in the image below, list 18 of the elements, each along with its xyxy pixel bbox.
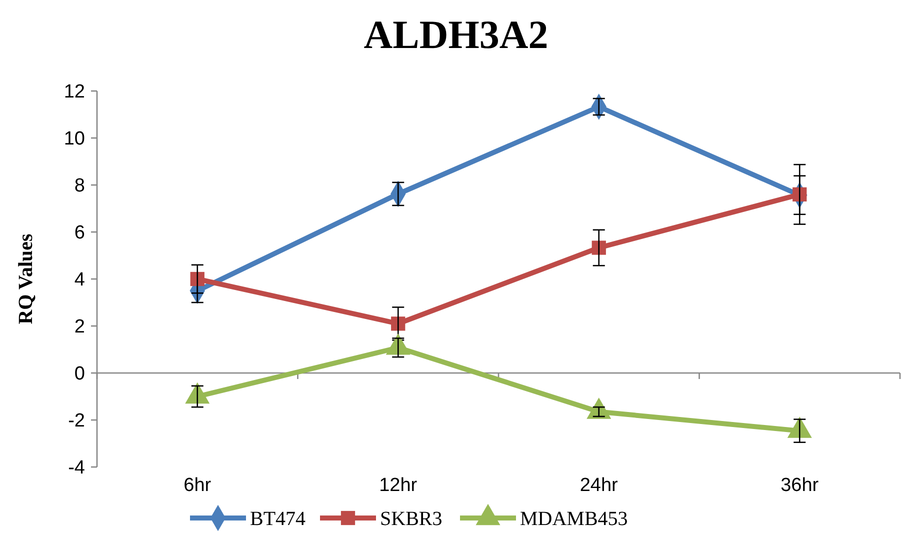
- x-tick-label: 6hr: [184, 475, 212, 496]
- y-tick-label: 0: [74, 364, 85, 385]
- legend-label: SKBR3: [380, 508, 442, 530]
- y-tick-label: -4: [68, 458, 86, 479]
- legend-label: BT474: [250, 508, 306, 530]
- chart-title: ALDH3A2: [364, 12, 548, 57]
- y-tick-label: 8: [74, 176, 85, 197]
- y-tick-label: 10: [64, 128, 85, 150]
- y-tick-label: 6: [74, 222, 85, 244]
- y-tick-label: 4: [74, 270, 86, 291]
- x-tick-label: 24hr: [580, 475, 619, 496]
- legend-label: MDAMB453: [520, 508, 628, 530]
- x-tick-label: 12hr: [379, 475, 418, 496]
- x-tick-label: 36hr: [780, 475, 820, 496]
- y-tick-label: 12: [64, 82, 85, 103]
- y-axis-title: RQ Values: [15, 233, 37, 324]
- y-tick-label: -2: [68, 410, 85, 432]
- y-tick-label: 2: [74, 316, 85, 338]
